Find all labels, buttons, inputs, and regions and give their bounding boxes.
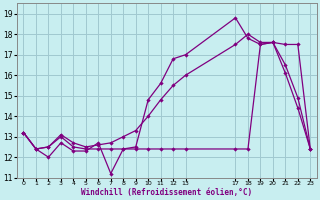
- X-axis label: Windchill (Refroidissement éolien,°C): Windchill (Refroidissement éolien,°C): [81, 188, 252, 197]
